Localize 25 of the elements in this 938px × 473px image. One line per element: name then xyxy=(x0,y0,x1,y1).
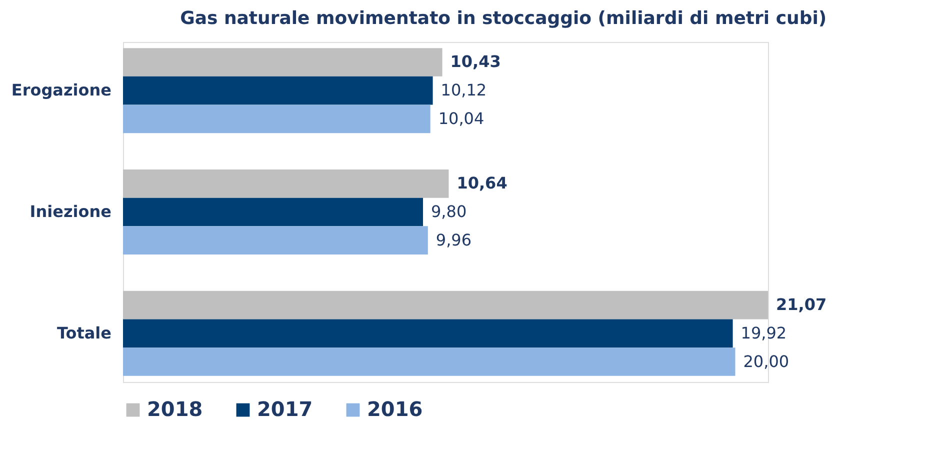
bar xyxy=(123,76,433,105)
data-label: 21,07 xyxy=(776,295,827,314)
data-label: 10,04 xyxy=(438,108,484,128)
legend-label: 2018 xyxy=(147,397,203,421)
data-label: 10,12 xyxy=(440,80,487,100)
data-label: 10,43 xyxy=(450,52,501,72)
data-label: 9,96 xyxy=(436,230,472,250)
legend-label: 2017 xyxy=(257,397,313,421)
bar xyxy=(123,48,442,76)
bar xyxy=(123,319,733,348)
data-label: 9,80 xyxy=(431,202,467,221)
bar xyxy=(123,198,423,226)
chart-title: Gas naturale movimentato in stoccaggio (miliardi di metri cubi) xyxy=(180,8,827,29)
data-label: 20,00 xyxy=(743,352,790,371)
bar xyxy=(123,348,736,376)
bar xyxy=(123,290,768,320)
y-tick-label: Iniezione xyxy=(30,202,112,221)
legend-label: 2016 xyxy=(367,397,423,421)
data-label: 10,64 xyxy=(456,174,508,193)
data-label: 19,92 xyxy=(740,323,787,342)
y-tick-label: Erogazione xyxy=(11,80,112,100)
y-tick-label: Totale xyxy=(56,323,112,342)
bar xyxy=(123,170,449,198)
bar xyxy=(123,104,430,134)
bar xyxy=(123,226,428,254)
